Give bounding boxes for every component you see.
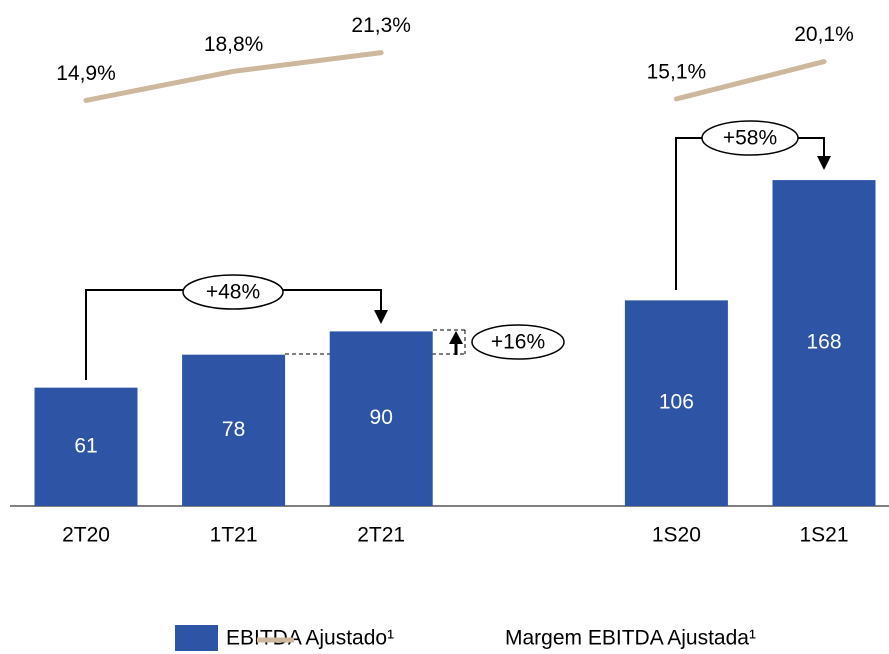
annotation: +58% (723, 127, 777, 150)
x-tick-label: 1S20 (652, 524, 701, 547)
bar (329, 331, 433, 506)
data-label: 15,1% (647, 60, 707, 83)
bar (772, 180, 876, 506)
data-label: 106 (659, 391, 694, 414)
margin-line (83, 50, 384, 103)
arrow-head (374, 310, 388, 324)
legend-label: Margem EBITDA Ajustada¹ (505, 627, 756, 650)
data-label: 168 (806, 331, 841, 354)
data-label: 21,3% (351, 14, 411, 37)
annotation-bubble (471, 324, 565, 360)
bar (34, 387, 138, 506)
legend-label: EBITDA Ajustado¹ (226, 627, 394, 650)
annotation: +48% (206, 281, 260, 304)
x-tick-label: 1T21 (210, 524, 258, 547)
x-tick-label: 1S21 (799, 524, 848, 547)
data-label: 78 (222, 418, 245, 441)
data-label: 20,1% (794, 23, 854, 46)
annotation-bubble (182, 274, 284, 310)
data-label: 61 (74, 434, 97, 457)
annotation: +16% (491, 331, 545, 354)
arrow-head (817, 156, 831, 170)
data-label: 90 (370, 406, 393, 429)
data-label: 14,9% (56, 62, 116, 85)
x-tick-label: 2T21 (357, 524, 405, 547)
arrow-head (449, 331, 463, 344)
bar (624, 300, 728, 506)
x-tick-label: 2T20 (62, 524, 110, 547)
data-label: 18,8% (204, 33, 264, 56)
legend-swatch (175, 625, 218, 651)
dashed-guide (285, 329, 466, 355)
margin-line (673, 59, 827, 102)
bar (182, 354, 286, 506)
annotation-bubble (701, 120, 799, 156)
